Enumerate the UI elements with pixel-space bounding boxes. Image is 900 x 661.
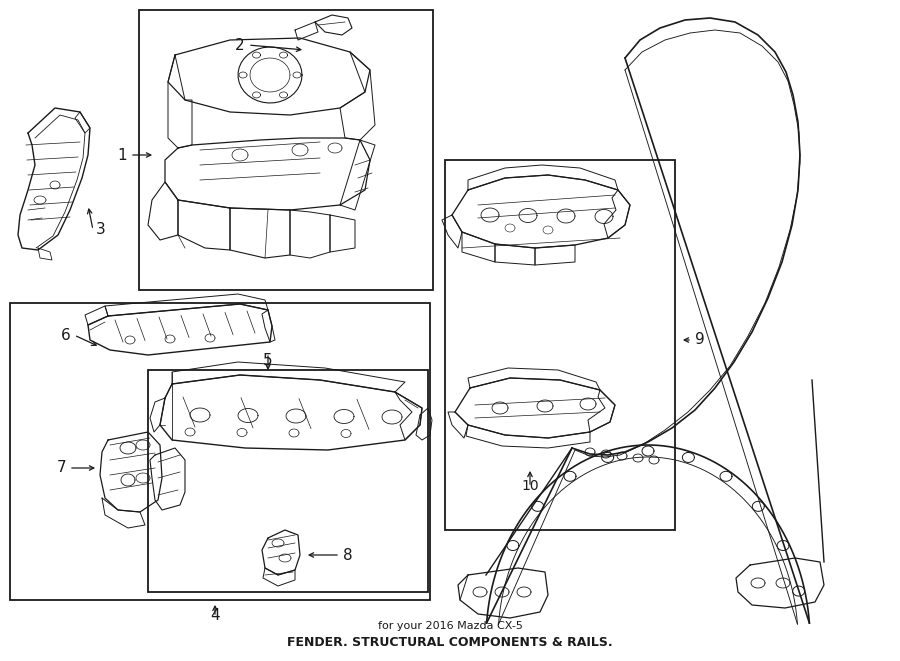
Text: 3: 3 — [96, 223, 106, 237]
Text: 1: 1 — [117, 147, 127, 163]
Bar — [139, 10, 433, 290]
Text: FENDER. STRUCTURAL COMPONENTS & RAILS.: FENDER. STRUCTURAL COMPONENTS & RAILS. — [287, 637, 613, 650]
Bar — [10, 303, 430, 600]
Text: for your 2016 Mazda CX-5: for your 2016 Mazda CX-5 — [378, 621, 522, 631]
Bar — [148, 370, 428, 592]
Text: 10: 10 — [521, 479, 539, 493]
Text: 2: 2 — [236, 38, 245, 52]
Bar — [445, 160, 675, 530]
Text: 9: 9 — [695, 332, 705, 348]
Text: 6: 6 — [61, 327, 71, 342]
Text: 8: 8 — [343, 547, 353, 563]
Text: 5: 5 — [263, 353, 273, 368]
Text: 4: 4 — [211, 608, 220, 623]
Text: 7: 7 — [57, 461, 66, 475]
